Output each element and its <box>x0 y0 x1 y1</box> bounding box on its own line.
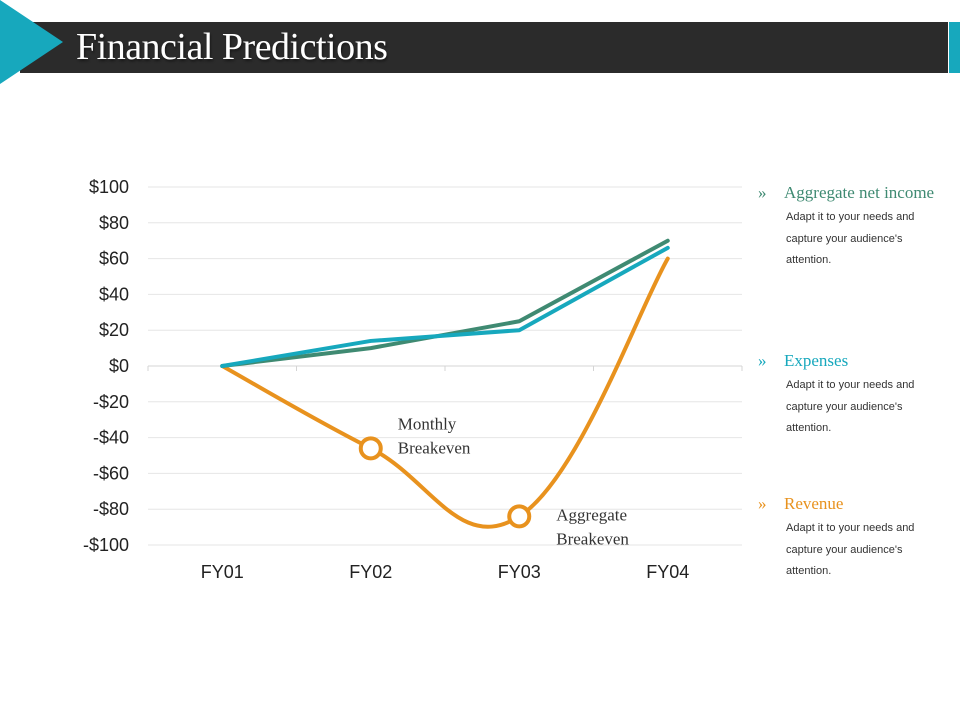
legend-heading: » Expenses <box>758 349 948 373</box>
legend-description: Adapt it to your needs and capture your … <box>786 211 915 266</box>
legend-label: Revenue <box>784 494 844 513</box>
y-tick-label: $0 <box>109 356 129 376</box>
y-tick-label: $100 <box>89 177 129 197</box>
y-tick-label: $60 <box>99 249 129 269</box>
legend-description: Adapt it to your needs and capture your … <box>786 522 915 577</box>
y-tick-label: -$100 <box>83 535 129 555</box>
chevron-icon: » <box>758 494 767 513</box>
legend-label: Aggregate net income <box>784 183 935 202</box>
slide-title: Financial Predictions <box>76 26 388 68</box>
annotation-label: Monthly <box>398 414 457 433</box>
y-tick-label: -$40 <box>93 428 129 448</box>
annotation-label: Aggregate <box>556 505 627 524</box>
y-tick-label: $40 <box>99 284 129 304</box>
chevron-icon: » <box>758 351 767 370</box>
series-line-aggregate-net-income <box>220 238 670 368</box>
x-tick-label: FY03 <box>498 562 541 582</box>
x-tick-label: FY02 <box>349 562 392 582</box>
legend-label: Expenses <box>784 351 849 370</box>
legend-heading: » Revenue <box>758 492 948 516</box>
legend-heading: » Aggregate net income <box>758 181 948 205</box>
legend-description: Adapt it to your needs and capture your … <box>786 379 915 434</box>
legend-item-expenses: » Expenses Adapt it to your needs and ca… <box>758 349 948 440</box>
legend-item-aggregate-net-income: » Aggregate net income Adapt it to your … <box>758 181 948 272</box>
legend-item-revenue: » Revenue Adapt it to your needs and cap… <box>758 492 948 583</box>
breakeven-marker <box>507 504 532 529</box>
annotation-label: Breakeven <box>398 438 471 457</box>
y-tick-label: $20 <box>99 320 129 340</box>
x-tick-label: FY04 <box>646 562 689 582</box>
x-tick-label: FY01 <box>201 562 244 582</box>
title-bar <box>20 22 948 73</box>
title-triangle-accent <box>0 0 63 84</box>
title-accent-bar <box>949 22 960 73</box>
y-tick-label: -$60 <box>93 463 129 483</box>
y-tick-label: $80 <box>99 213 129 233</box>
y-tick-label: -$80 <box>93 499 129 519</box>
breakeven-marker <box>358 436 383 461</box>
y-tick-label: -$20 <box>93 392 129 412</box>
series-line-revenue <box>220 256 670 529</box>
annotation-label: Breakeven <box>556 529 629 548</box>
chevron-icon: » <box>758 183 767 202</box>
series-line-expenses <box>220 245 670 368</box>
